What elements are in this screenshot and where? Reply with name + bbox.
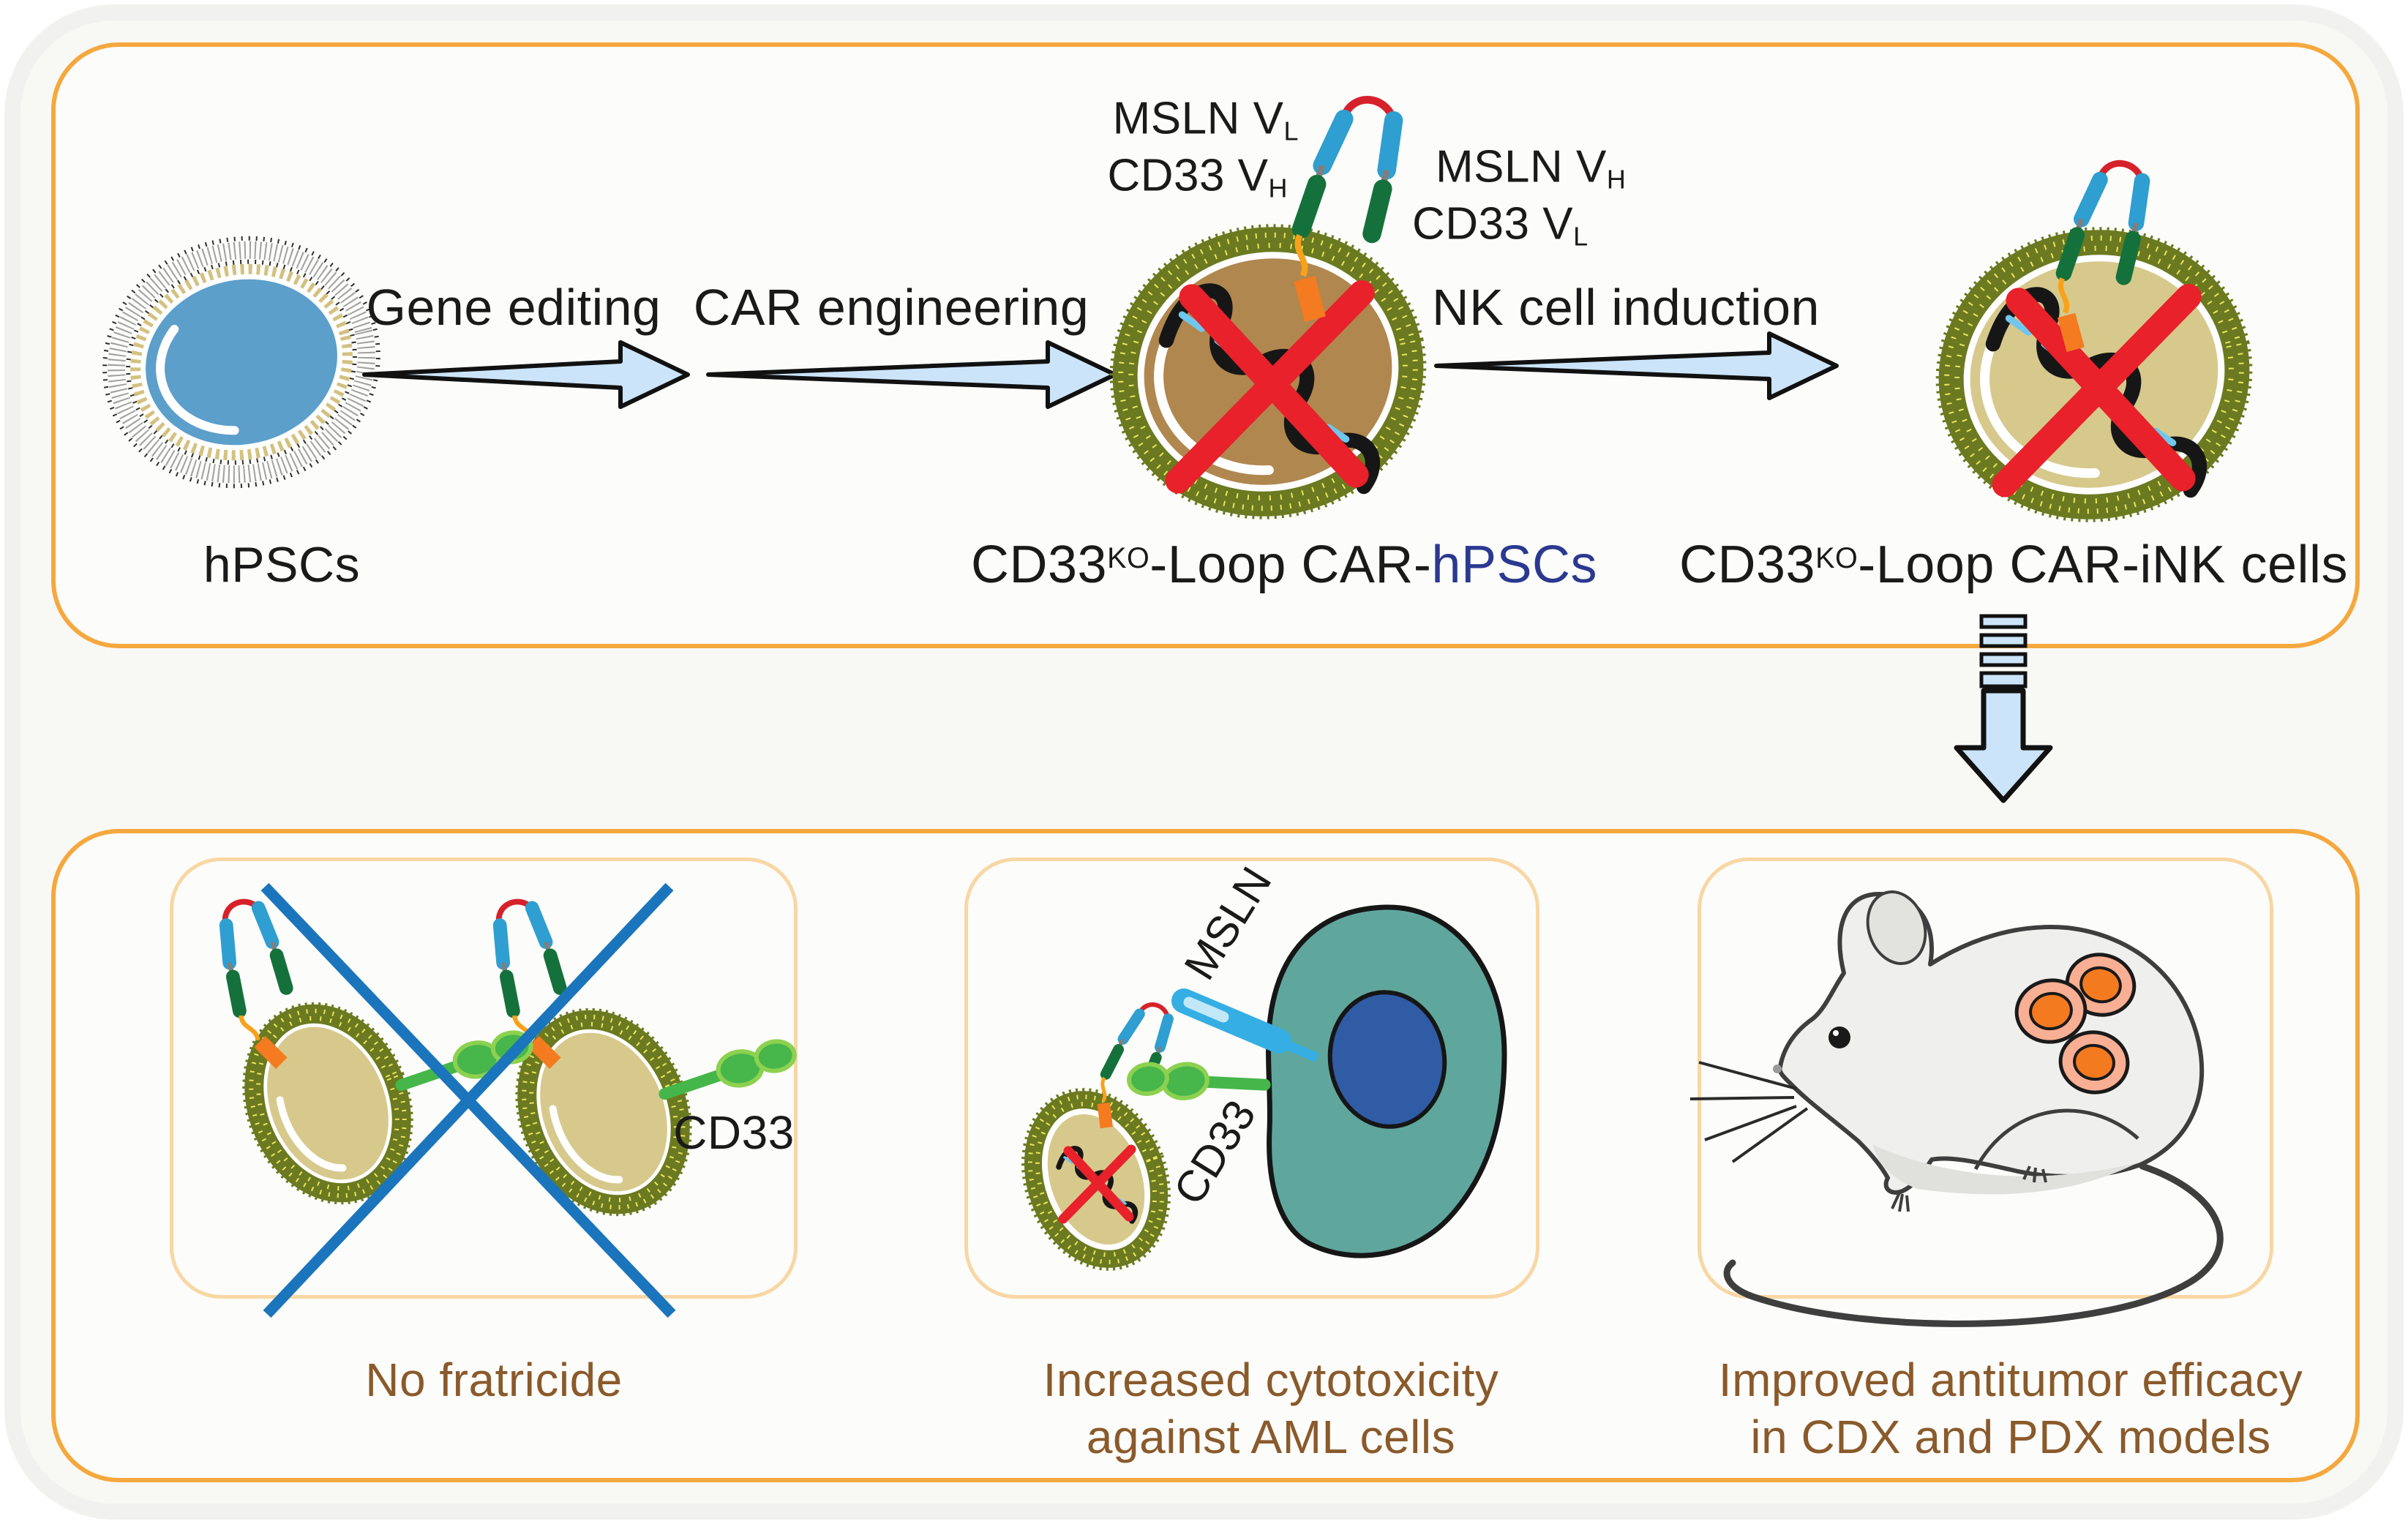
msln-vl-main: MSLN V	[1112, 93, 1284, 144]
hpsc-cell-illustration	[102, 236, 380, 489]
msln-vl-sub: L	[1283, 116, 1299, 146]
car-hpsc-highlight: hPSCs	[1431, 536, 1598, 594]
car-ink-cell-label: CD33KO-Loop CAR-iNK cells	[1679, 535, 2348, 595]
cd33-vh-label: CD33 VH	[1107, 150, 1288, 203]
gene-editing-arrow	[362, 340, 690, 409]
car-ink-base: CD33	[1679, 536, 1816, 594]
cd33-receptor	[659, 1039, 798, 1096]
mouse-inner-ear	[1866, 890, 1927, 965]
msln-vh-main: MSLN V	[1436, 141, 1607, 192]
aml-cell	[1265, 904, 1507, 1258]
mouse-eye	[1828, 1026, 1850, 1048]
mouse-tail	[1723, 1163, 2224, 1327]
car-ink-rest: -Loop CAR-iNK cells	[1858, 536, 2348, 594]
tumor-cells	[2014, 953, 2137, 1095]
efficacy-caption-line2: in CDX and PDX models	[1750, 1411, 2271, 1463]
cytotoxicity-caption-line2: against AML cells	[1086, 1411, 1456, 1463]
car-engineering-label: CAR engineering	[693, 279, 1089, 336]
nk-induction-label: NK cell induction	[1432, 279, 1820, 336]
car-hpsc-cell-label: CD33KO-Loop CAR-hPSCs	[971, 535, 1597, 595]
cd33-vh-sub: H	[1268, 173, 1288, 203]
msln-vh-sub: H	[1606, 164, 1627, 195]
cytotoxicity-caption-line1: Increased cytotoxicity	[1043, 1354, 1499, 1406]
aml-nucleus	[1327, 990, 1447, 1129]
cd33-receptor	[1127, 1048, 1265, 1106]
mouse-illustration	[1689, 890, 2224, 1327]
gene-editing-label: Gene editing	[366, 279, 661, 336]
mouse-eye-glint	[1833, 1030, 1839, 1036]
mouse-nose	[1773, 1065, 1782, 1073]
no-fratricide-caption: No fratricide	[365, 1354, 623, 1406]
car-ink-sup: KO	[1815, 542, 1858, 575]
cd33-vl-sub: L	[1573, 221, 1589, 252]
ink-cell-a	[242, 1002, 413, 1205]
msln-vl-label: MSLN VL	[1112, 93, 1299, 146]
fratricide-cross-icon	[260, 882, 676, 1318]
car-hpsc-mid: -Loop CAR-	[1149, 536, 1432, 594]
cd33-vl-main: CD33 V	[1412, 198, 1574, 249]
nk-induction-arrow	[1434, 331, 1839, 400]
mouse-belly-shading	[1873, 1145, 2137, 1195]
car-engineering-arrow	[706, 340, 1117, 409]
hpsc-cell-label: hPSCs	[203, 537, 361, 593]
down-arrow	[1954, 614, 2053, 803]
msln-vh-label: MSLN VH	[1436, 141, 1627, 195]
efficacy-caption-line1: Improved antitumor efficacy	[1718, 1354, 2303, 1406]
car-hpsc-base: CD33	[970, 536, 1108, 594]
mouse-haunch-line	[1973, 1108, 2139, 1171]
car-hpsc-sup: KO	[1107, 542, 1150, 575]
ink-cell-b	[515, 1007, 692, 1217]
mouse-whiskers	[1689, 1061, 1809, 1163]
mouse-paws	[1891, 1165, 2047, 1212]
cd33-vl-label: CD33 VL	[1412, 198, 1589, 252]
cd33-vh-main: CD33 V	[1107, 150, 1269, 201]
cd33-annotation-box1: CD33	[673, 1106, 795, 1159]
msln-receptor	[1171, 988, 1319, 1062]
